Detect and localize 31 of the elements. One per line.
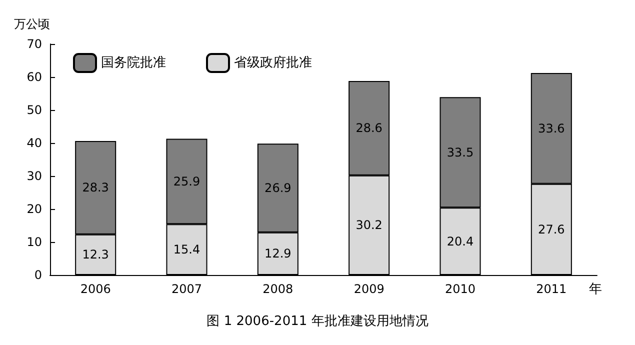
x-tick-label: 2007	[171, 282, 202, 296]
y-tick-label: 0	[34, 268, 42, 282]
y-tick-label: 30	[26, 169, 42, 183]
y-tick-label: 40	[26, 136, 42, 150]
y-axis-title: 万公顷	[14, 17, 50, 31]
y-tick-label: 60	[26, 70, 42, 84]
x-tick-label: 2008	[262, 282, 294, 296]
data-label: 27.6	[538, 222, 565, 236]
data-label: 25.9	[173, 174, 200, 188]
x-tick-label: 2010	[444, 282, 476, 296]
y-tick-label: 20	[26, 202, 42, 216]
x-tick-label: 2009	[354, 282, 384, 296]
data-label: 12.3	[82, 248, 109, 262]
data-label: 15.4	[173, 242, 200, 257]
data-label: 26.9	[264, 181, 292, 196]
y-tick-label: 70	[26, 37, 42, 51]
data-label: 33.5	[446, 145, 474, 160]
data-label: 28.3	[82, 180, 109, 195]
data-label: 20.4	[446, 234, 474, 248]
data-label: 33.6	[538, 121, 565, 136]
legend-label: 国务院批准	[101, 56, 166, 70]
data-label: 12.9	[264, 246, 292, 261]
data-label: 30.2	[356, 218, 382, 232]
data-label: 28.6	[356, 121, 382, 136]
text: 图 1 2006-2011 年批准建设用地情况	[206, 314, 428, 329]
legend-label: 省级政府批准	[234, 54, 312, 70]
x-tick-label: 2006	[80, 282, 111, 296]
y-tick-label: 10	[26, 235, 42, 249]
y-tick-label: 50	[26, 103, 42, 117]
x-axis-title: 年	[589, 282, 602, 297]
x-tick-label: 2011	[536, 282, 567, 296]
